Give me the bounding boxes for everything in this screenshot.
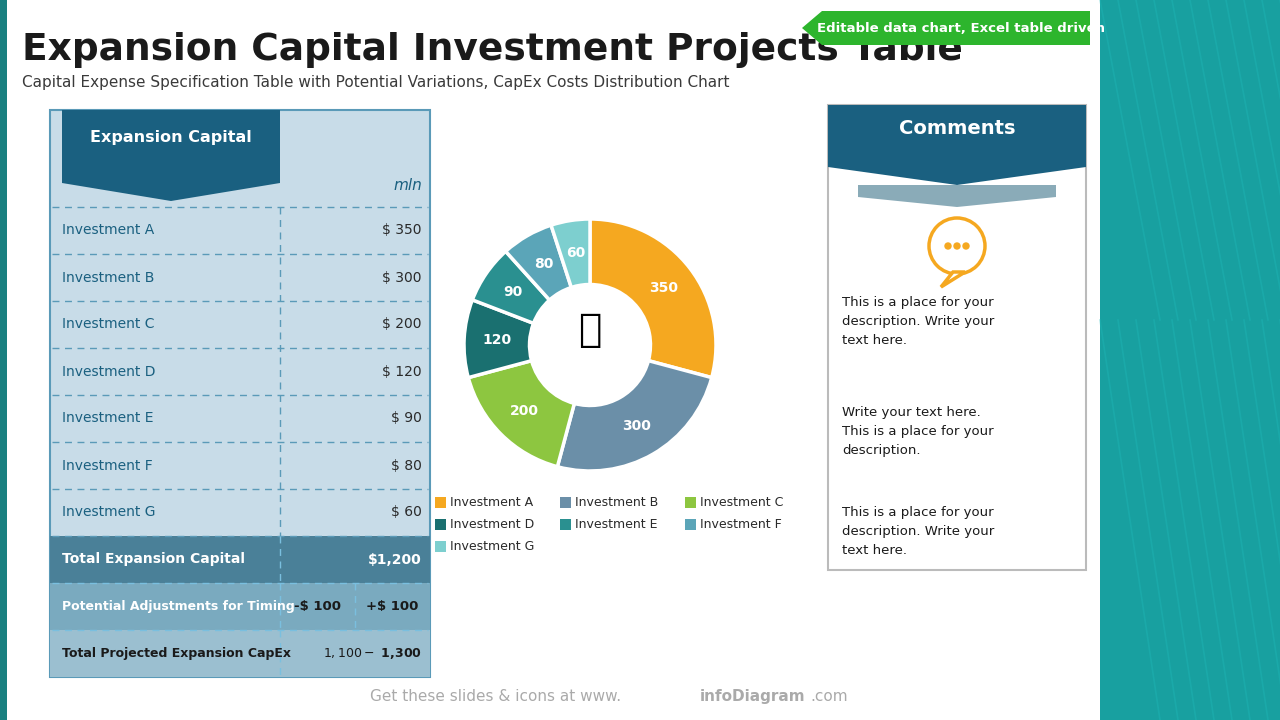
Text: 350: 350 [649, 282, 678, 295]
FancyBboxPatch shape [435, 497, 445, 508]
FancyBboxPatch shape [1100, 0, 1125, 720]
FancyBboxPatch shape [561, 497, 571, 508]
Text: This is a place for your
description. Write your
text here.: This is a place for your description. Wr… [842, 296, 995, 347]
Text: Write your text here.
This is a place for your
description.: Write your text here. This is a place fo… [842, 406, 993, 457]
Text: Comments: Comments [899, 119, 1015, 138]
Text: Total Expansion Capital: Total Expansion Capital [61, 552, 244, 567]
Text: $ 350: $ 350 [383, 223, 422, 238]
Text: Investment C: Investment C [700, 495, 783, 508]
Circle shape [963, 243, 969, 249]
Text: $1,200: $1,200 [369, 552, 422, 567]
FancyBboxPatch shape [1125, 0, 1149, 720]
Text: $ 80: $ 80 [392, 459, 422, 472]
FancyBboxPatch shape [1201, 0, 1225, 720]
Wedge shape [468, 361, 575, 467]
Text: Investment C: Investment C [61, 318, 155, 331]
Text: Investment F: Investment F [700, 518, 782, 531]
Circle shape [945, 243, 951, 249]
FancyBboxPatch shape [50, 536, 430, 583]
Polygon shape [941, 272, 965, 287]
Text: 60: 60 [566, 246, 585, 260]
Text: $ 60: $ 60 [392, 505, 422, 520]
FancyBboxPatch shape [1100, 0, 1280, 720]
Text: Expansion Capital: Expansion Capital [90, 130, 252, 145]
Text: 80: 80 [534, 257, 553, 271]
Text: Get these slides & icons at www.: Get these slides & icons at www. [370, 689, 621, 704]
Polygon shape [828, 151, 1085, 185]
Text: .com: .com [810, 689, 847, 704]
Polygon shape [803, 11, 1091, 45]
Text: 💰: 💰 [579, 311, 602, 349]
Text: Investment A: Investment A [61, 223, 155, 238]
Text: Investment G: Investment G [451, 539, 534, 552]
Text: Investment D: Investment D [61, 364, 155, 379]
Wedge shape [552, 219, 590, 287]
Text: Expansion Capital Investment Projects Table: Expansion Capital Investment Projects Ta… [22, 32, 963, 68]
FancyBboxPatch shape [1275, 0, 1280, 720]
FancyBboxPatch shape [0, 0, 6, 720]
Text: -$ 100: -$ 100 [294, 600, 340, 613]
Wedge shape [557, 361, 712, 471]
Text: Investment E: Investment E [575, 518, 658, 531]
Text: infoDiagram: infoDiagram [700, 689, 805, 704]
FancyBboxPatch shape [435, 541, 445, 552]
Text: Editable data chart, Excel table driven: Editable data chart, Excel table driven [817, 22, 1105, 35]
Polygon shape [61, 165, 280, 201]
Wedge shape [472, 251, 549, 323]
FancyBboxPatch shape [561, 519, 571, 530]
Text: $ 300: $ 300 [383, 271, 422, 284]
Text: Investment F: Investment F [61, 459, 152, 472]
FancyBboxPatch shape [685, 519, 696, 530]
FancyBboxPatch shape [828, 105, 1085, 151]
Text: Investment D: Investment D [451, 518, 534, 531]
Text: Potential Adjustments for Timing: Potential Adjustments for Timing [61, 600, 294, 613]
Wedge shape [465, 300, 534, 377]
Text: Investment B: Investment B [575, 495, 658, 508]
Text: Total Projected Expansion CapEx: Total Projected Expansion CapEx [61, 647, 291, 660]
FancyBboxPatch shape [50, 110, 430, 677]
Text: Investment A: Investment A [451, 495, 534, 508]
FancyBboxPatch shape [685, 497, 696, 508]
Text: 90: 90 [503, 285, 522, 300]
FancyBboxPatch shape [1175, 0, 1201, 720]
Text: Investment B: Investment B [61, 271, 155, 284]
Text: Investment G: Investment G [61, 505, 155, 520]
Text: Capital Expense Specification Table with Potential Variations, CapEx Costs Distr: Capital Expense Specification Table with… [22, 74, 730, 89]
FancyBboxPatch shape [1251, 0, 1275, 720]
Text: $ 120: $ 120 [383, 364, 422, 379]
Text: $ 90: $ 90 [392, 412, 422, 426]
Text: $ 200: $ 200 [383, 318, 422, 331]
FancyBboxPatch shape [828, 105, 1085, 570]
Polygon shape [858, 185, 1056, 207]
FancyBboxPatch shape [50, 630, 430, 677]
FancyBboxPatch shape [50, 583, 430, 630]
FancyBboxPatch shape [1225, 0, 1251, 720]
FancyBboxPatch shape [61, 110, 280, 165]
Text: +$ 100: +$ 100 [366, 600, 419, 613]
Wedge shape [590, 219, 716, 377]
Text: 300: 300 [622, 419, 652, 433]
Text: mln: mln [393, 179, 422, 194]
Wedge shape [506, 225, 571, 300]
FancyBboxPatch shape [1149, 0, 1175, 720]
Text: $ 1,100 - $ 1,300: $ 1,100 - $ 1,300 [323, 646, 422, 661]
Text: Investment E: Investment E [61, 412, 154, 426]
Circle shape [954, 243, 960, 249]
Text: This is a place for your
description. Write your
text here.: This is a place for your description. Wr… [842, 506, 995, 557]
Text: 120: 120 [483, 333, 512, 347]
Text: 200: 200 [509, 404, 539, 418]
FancyBboxPatch shape [435, 519, 445, 530]
